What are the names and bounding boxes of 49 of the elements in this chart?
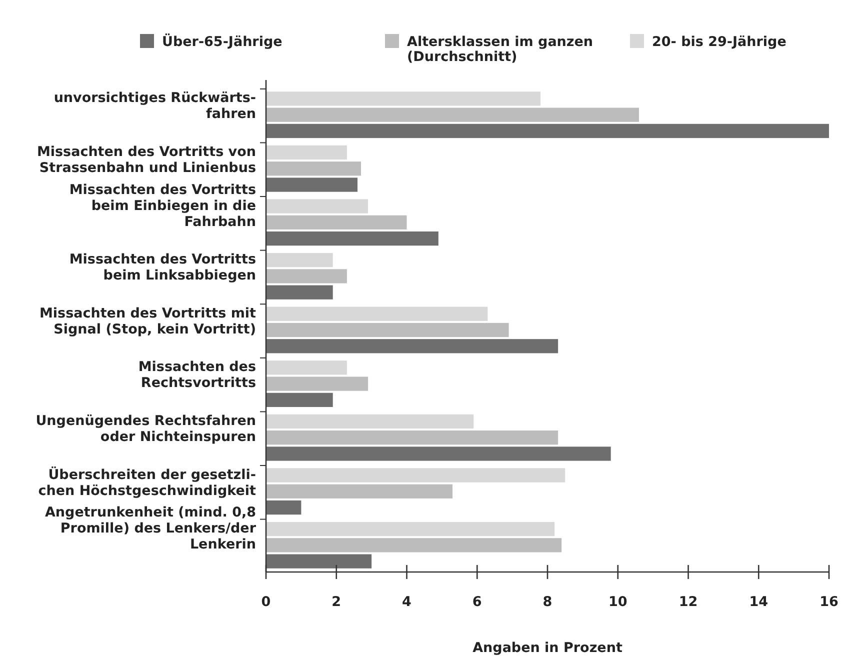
bar [266,414,474,429]
legend-label: 20- bis 29-Jährige [652,34,786,50]
bar [266,92,540,106]
y-tick-label: Ungenügendes Rechtsfahren oder Nichteinspuren [36,413,256,446]
x-axis-title: Angaben in Prozent [472,640,623,656]
y-tick-label: Überschreiten der gesetzli- chen Höchstgeschwindigkeit [38,466,257,499]
bar [266,306,488,321]
bar [266,484,452,498]
bar [266,522,555,536]
bar [266,376,368,391]
bar [266,162,362,176]
bar [266,108,639,122]
bar [266,554,372,568]
bar [266,360,347,375]
x-tick-label: 8 [542,594,552,610]
bar [266,446,611,461]
x-tick-label: 6 [472,594,482,610]
bar [266,430,558,445]
bar [266,322,509,338]
y-tick-label: unvorsichtiges Rückwärts- fahren [54,90,256,122]
y-tick-label: Missachten des Vortritts beim Linksabbiegen [69,252,256,284]
bar [266,392,333,407]
x-tick-label: 14 [749,594,768,610]
y-tick-label: Missachten des Vortritts mit Signal (Stop, kein Vortritt) [39,305,257,338]
y-tick-label: Missachten des Vortritts von Strassenbahn und Linienbus [36,144,256,176]
x-tick-label: 2 [332,594,342,610]
x-tick-label: 16 [820,594,838,610]
bar [266,538,562,552]
bar [266,145,347,160]
bar [266,269,347,284]
legend-label: Altersklassen im ganzen (Durchschnitt) [407,34,594,65]
y-tick-label: Missachten des Rechtsvortritts [138,359,256,392]
bar [266,178,358,192]
bar [266,468,566,482]
x-tick-label: 0 [261,594,271,610]
x-tick-label: 12 [678,594,698,610]
bar [266,339,558,354]
legend-label: Über-65-Jährige [162,33,282,50]
bar [266,285,333,300]
bar [266,215,407,230]
x-tick-label: 4 [402,594,412,610]
x-tick-label: 10 [608,594,628,610]
bar [266,199,368,214]
bar [266,500,302,515]
bar [266,231,438,246]
y-tick-label: Missachten des Vortritts beim Einbiegen in die Fahrbahn [69,182,256,230]
y-tick-label: Angetrunkenheit (mind. 0,8 Promille) des Lenkers/der Lenkerin [44,504,256,553]
bar [266,253,333,268]
bar [266,124,829,138]
